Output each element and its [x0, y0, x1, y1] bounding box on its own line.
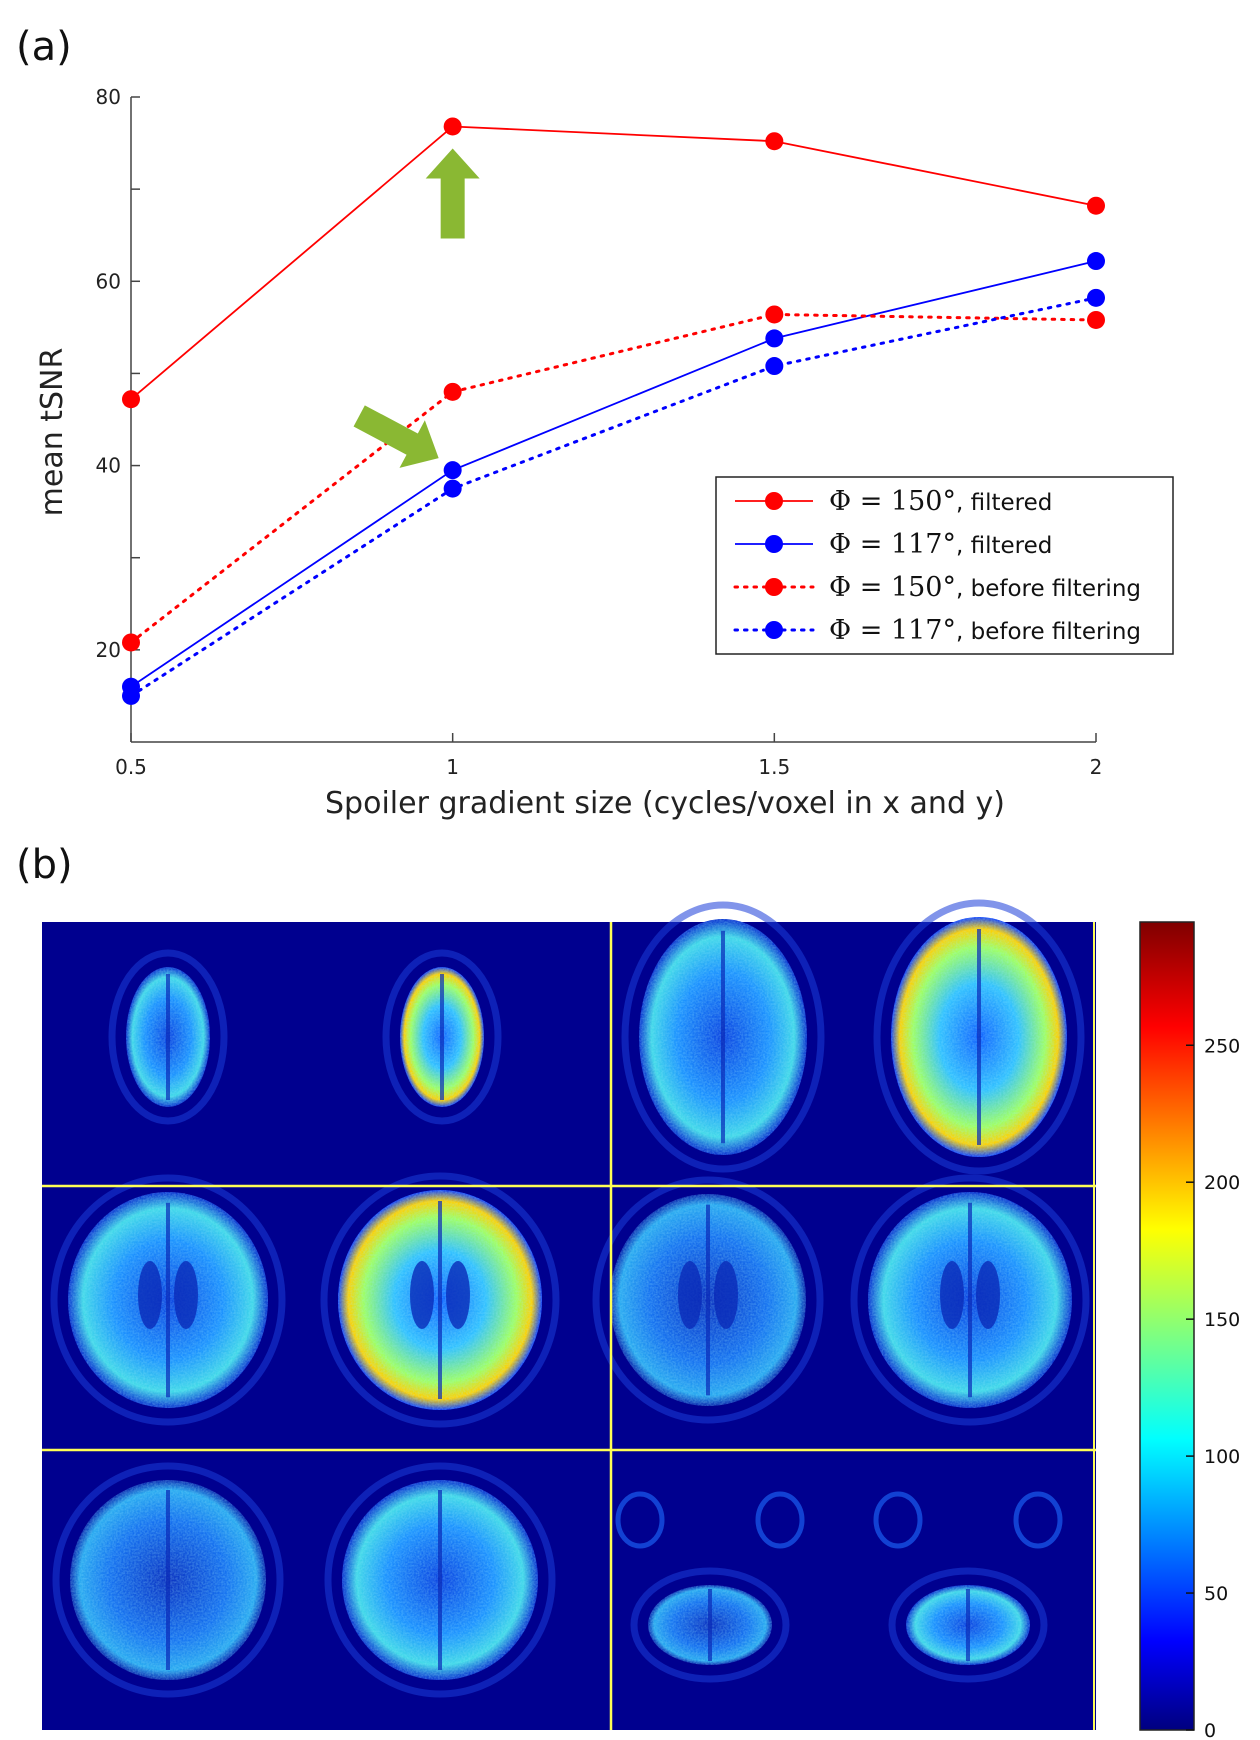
x-tick-label: 1 [446, 755, 459, 779]
tsnr-brain-image-grid [42, 899, 1096, 1730]
y-tick-label: 20 [96, 638, 121, 662]
x-ticks: 0.5 1 1.5 2 [115, 733, 1102, 779]
x-tick-label: 1.5 [758, 755, 790, 779]
series-line-3 [129, 296, 1098, 698]
annotation-arrows [353, 148, 480, 468]
series-point-0 [765, 132, 784, 151]
series-point-1 [765, 329, 784, 348]
arrow-up-icon [425, 148, 480, 239]
brain-slice [850, 1174, 1090, 1426]
series-point-2 [765, 305, 784, 324]
y-tick-label: 40 [96, 454, 121, 478]
series-point-0 [1087, 196, 1105, 215]
arrow-down-right-icon [353, 405, 439, 468]
y-tick-label: 60 [96, 269, 121, 293]
series-point-3 [443, 479, 462, 498]
colorbar-tick-label: 250 [1204, 1035, 1240, 1057]
legend-swatch-marker [765, 492, 783, 510]
series-point-3 [122, 686, 140, 705]
colorbar-tick-label: 100 [1204, 1446, 1240, 1468]
x-tick-label: 2 [1090, 755, 1103, 779]
colorbar-ticks: 0 50 100 150 200 250 [1186, 1035, 1240, 1740]
legend-entry-label: Φ = 150°, filtered [829, 486, 1052, 517]
brain-slice [615, 1491, 805, 1683]
brain-slice [873, 899, 1085, 1175]
brain-slice [320, 1172, 560, 1428]
legend-swatch-marker [765, 621, 783, 639]
colorbar-tick-label: 150 [1204, 1309, 1240, 1331]
brain-slice [52, 1462, 284, 1698]
legend: Φ = 150°, filtered Φ = 117°, filtered Φ = … [715, 476, 1174, 655]
panel-label-a: (a) [16, 24, 72, 70]
series-point-3 [765, 357, 784, 376]
panel-label-b: (b) [16, 842, 73, 888]
series-point-2 [443, 382, 462, 401]
series-point-0 [122, 390, 140, 409]
brain-slice [382, 949, 502, 1125]
brain-slice [324, 1462, 556, 1698]
series-line-2 [129, 312, 1098, 644]
brain-slice [592, 1176, 824, 1424]
colorbar-tick-label: 50 [1204, 1583, 1228, 1605]
colorbar: 0 50 100 150 200 250 [1139, 921, 1240, 1740]
tsnr-line-chart: 20 40 60 80 0.5 1 1.5 2 mean tSNR Spoiler grad… [35, 85, 1174, 821]
legend-swatch-marker [765, 578, 783, 596]
brain-slice [873, 1491, 1063, 1683]
y-ticks: 20 40 60 80 [96, 85, 140, 662]
brain-slice [108, 949, 228, 1125]
colorbar-tick-label: 0 [1204, 1720, 1216, 1740]
y-axis-title: mean tSNR [35, 348, 70, 517]
brain-slice [621, 901, 825, 1173]
legend-entry-label: Φ = 150°, before filtering [829, 572, 1141, 603]
legend-entry-label: Φ = 117°, before filtering [829, 615, 1141, 646]
series-layer [122, 117, 1105, 705]
series-point-1 [443, 461, 462, 480]
x-tick-label: 0.5 [115, 755, 147, 779]
series-point-3 [1087, 288, 1105, 307]
legend-swatch-marker [765, 535, 783, 553]
legend-box [715, 476, 1174, 655]
colorbar-tick-label: 200 [1204, 1172, 1240, 1194]
y-tick-label: 80 [96, 85, 121, 109]
legend-entry-label: Φ = 117°, filtered [829, 529, 1052, 560]
x-axis-title: Spoiler gradient size (cycles/voxel in x… [325, 786, 1005, 821]
series-line-0 [130, 125, 1097, 400]
series-line-1 [130, 260, 1097, 688]
series-point-2 [122, 633, 140, 652]
brain-slice [50, 1174, 286, 1426]
series-point-1 [1087, 252, 1105, 271]
colorbar-gradient [1139, 921, 1195, 1731]
series-point-2 [1087, 310, 1105, 329]
series-point-0 [443, 117, 462, 136]
